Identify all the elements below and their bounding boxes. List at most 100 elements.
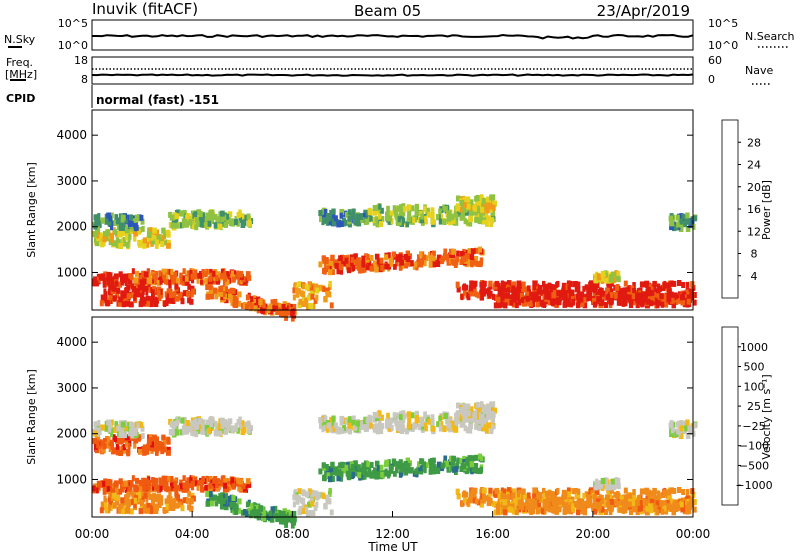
power-cell [471,281,476,288]
power-cell [118,243,124,249]
velocity-cell [592,508,597,515]
velocity-cell [120,421,126,428]
power-cell [659,293,664,300]
velocity-cell [662,489,668,496]
power-cell [129,214,133,221]
velocity-cell [568,499,573,506]
velocity-cell [138,508,143,515]
velocity-cell [576,500,580,507]
power-cell [100,217,105,224]
velocity-cell [366,461,370,467]
velocity-cell [379,414,384,421]
velocity-cell [217,423,222,430]
power-cell [247,301,252,307]
power-cell [562,301,568,308]
power-cell [350,256,355,263]
velocity-cell [362,419,367,426]
power-cell [501,301,505,308]
colorbar-tick-label: −100 [739,440,769,453]
power-cell [313,297,318,304]
power-cell [301,296,307,303]
power-cell [168,297,173,304]
power-cell [217,271,221,278]
power-cell [614,270,619,277]
power-cell [115,292,120,299]
velocity-cell [278,510,282,516]
power-cell [92,278,96,285]
power-cell [342,210,348,217]
velocity-cell [685,488,690,495]
power-cell [190,277,195,284]
velocity-cell [150,441,154,448]
power-cell [365,264,370,271]
power-cell [133,230,139,237]
velocity-cell [267,515,273,522]
velocity-cell [511,508,516,515]
power-cell [341,255,346,261]
velocity-cell [108,491,113,498]
power-cell [339,264,344,271]
power-cell [321,208,326,215]
velocity-cell [260,515,266,522]
power-cell [207,220,211,227]
velocity-cell [217,478,221,485]
velocity-cell [297,495,301,502]
velocity-cell [240,420,245,427]
velocity-cell [341,462,346,468]
velocity-cell [107,442,112,449]
power-cell [473,256,479,262]
power-cell [446,259,452,266]
velocity-cell [209,491,213,497]
power-cell [689,292,693,299]
power-cell [462,212,466,219]
velocity-cell [460,501,464,508]
velocity-cell [473,454,479,461]
power-cell [361,255,367,262]
velocity-cell [667,495,672,502]
velocity-cell [211,416,215,423]
velocity-cell [469,461,475,467]
velocity-cell [482,494,486,501]
power-cell [184,275,189,282]
power-cell [143,297,147,304]
velocity-cell [614,500,618,507]
velocity-cell [146,484,151,491]
power-cell [548,294,554,301]
velocity-cell [428,468,433,475]
velocity-cell [502,488,507,495]
velocity-cell [397,423,401,430]
power-cell [551,292,557,299]
power-cell [384,263,389,270]
velocity-cell [369,422,373,429]
power-cell [388,257,394,264]
velocity-cell [222,421,227,428]
power-cell [318,261,323,268]
power-cell [675,214,680,221]
power-cell [334,259,338,266]
velocity-cell [387,422,393,429]
power-cell [291,303,297,310]
power-cell [655,293,660,300]
velocity-cell [224,478,230,485]
velocity-cell [538,495,542,502]
velocity-cell [596,503,601,510]
power-cell [278,303,282,309]
power-cell [174,283,179,290]
velocity-cell [635,499,640,506]
power-cell [406,204,412,211]
power-cell [288,304,293,310]
velocity-cell [462,459,467,466]
velocity-cell [586,494,591,501]
power-cell [442,219,447,226]
power-cell [120,214,126,221]
power-cell [466,293,470,300]
velocity-cell [93,421,97,428]
velocity-cell [462,409,467,416]
velocity-cell [468,423,473,430]
power-cell [254,297,259,304]
velocity-cell [605,494,610,501]
power-cell [200,221,204,228]
power-cell [339,268,344,275]
velocity-cell [646,499,650,506]
